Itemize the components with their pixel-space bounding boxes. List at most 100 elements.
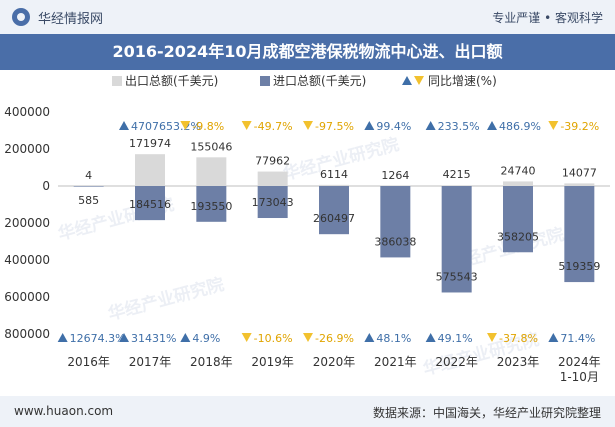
x-tick-label: 1-10月 bbox=[560, 370, 599, 384]
footer-url[interactable]: www.huaon.com bbox=[14, 404, 114, 418]
export-growth-up-icon bbox=[364, 121, 375, 130]
legend-export-label: 出口总额(千美元) bbox=[125, 74, 218, 88]
import-growth-up-icon bbox=[548, 333, 559, 342]
export-growth-down-icon bbox=[303, 121, 313, 130]
chart-title: 2016-2024年10月成都空港保税物流中心进、出口额 bbox=[0, 34, 615, 70]
export-growth-down-icon bbox=[548, 121, 559, 130]
y-tick-label: 600000 bbox=[4, 290, 50, 304]
export-growth-label: -39.2% bbox=[560, 120, 599, 133]
import-data-label: 585 bbox=[78, 194, 99, 207]
export-data-label: 4215 bbox=[443, 168, 471, 181]
import-growth-label: -37.8% bbox=[499, 332, 538, 345]
legend-export-swatch bbox=[112, 76, 122, 86]
import-growth-down-icon bbox=[487, 333, 497, 342]
import-data-label: 519359 bbox=[558, 260, 600, 273]
export-growth-label: 233.5% bbox=[438, 120, 480, 133]
watermark-3: 华经产业研究院 bbox=[106, 274, 226, 325]
export-growth-down-icon bbox=[241, 121, 252, 130]
export-bar bbox=[196, 157, 227, 186]
y-tick-label: 400000 bbox=[4, 105, 50, 119]
export-data-label: 14077 bbox=[562, 166, 597, 179]
import-bar bbox=[503, 186, 533, 253]
export-growth-down-icon bbox=[180, 121, 191, 130]
x-tick-label: 2022年 bbox=[435, 355, 478, 369]
export-growth-label: 4707653.2% bbox=[131, 120, 201, 133]
export-growth-label: 99.4% bbox=[376, 120, 411, 133]
export-data-label: 155046 bbox=[190, 140, 232, 153]
import-data-label: 575543 bbox=[436, 270, 478, 283]
import-data-label: 260497 bbox=[313, 212, 355, 225]
import-growth-label: -10.6% bbox=[254, 332, 293, 345]
x-tick-label: 2019年 bbox=[251, 355, 294, 369]
export-data-label: 4 bbox=[85, 169, 92, 182]
import-bar bbox=[135, 186, 165, 221]
export-bar bbox=[319, 184, 349, 186]
x-tick-label: 2024年 bbox=[558, 355, 601, 369]
legend-growth-label: 同比增速(%) bbox=[428, 74, 497, 88]
export-growth-label: -49.7% bbox=[254, 120, 293, 133]
legend-import-swatch bbox=[260, 76, 270, 86]
import-growth-label: 4.9% bbox=[192, 332, 220, 345]
import-growth-label: 49.1% bbox=[438, 332, 473, 345]
import-bar bbox=[73, 186, 104, 187]
import-growth-label: 12674.3% bbox=[70, 332, 126, 345]
import-data-label: 173043 bbox=[252, 196, 294, 209]
import-growth-label: -26.9% bbox=[315, 332, 354, 345]
x-tick-label: 2017年 bbox=[129, 355, 172, 369]
y-tick-label: 400000 bbox=[4, 253, 50, 267]
import-data-label: 184516 bbox=[129, 198, 171, 211]
y-tick-label: 200000 bbox=[4, 216, 50, 230]
export-bar bbox=[135, 154, 165, 186]
logo-icon bbox=[12, 8, 30, 26]
import-growth-label: 71.4% bbox=[560, 332, 595, 345]
import-growth-up-icon bbox=[180, 333, 191, 342]
legend-down-triangle-icon bbox=[414, 76, 424, 85]
import-growth-down-icon bbox=[241, 333, 252, 342]
import-bar bbox=[380, 186, 411, 258]
y-tick-label: 0 bbox=[42, 179, 50, 193]
export-bar bbox=[441, 185, 472, 186]
y-tick-label: 800000 bbox=[4, 327, 50, 341]
import-growth-label: 48.1% bbox=[376, 332, 411, 345]
x-tick-label: 2018年 bbox=[190, 355, 233, 369]
export-bar bbox=[503, 181, 533, 186]
export-data-label: 1264 bbox=[381, 169, 409, 182]
x-tick-label: 2023年 bbox=[497, 355, 540, 369]
export-data-label: 171974 bbox=[129, 137, 171, 150]
export-data-label: 24740 bbox=[501, 164, 536, 177]
top-bar: 华经情报网 专业严谨 • 客观科学 bbox=[0, 0, 615, 34]
data-source: 数据来源：中国海关，华经产业研究院整理 bbox=[372, 406, 601, 420]
logo-text: 华经情报网 bbox=[38, 12, 104, 27]
export-growth-up-icon bbox=[487, 121, 497, 130]
footer-bar: www.huaon.com 数据来源：中国海关，华经产业研究院整理 bbox=[0, 396, 615, 427]
y-tick-label: 200000 bbox=[4, 142, 50, 156]
import-bar bbox=[441, 186, 472, 293]
import-bar bbox=[319, 186, 349, 235]
import-growth-up-icon bbox=[364, 333, 375, 342]
slogan: 专业严谨 • 客观科学 bbox=[492, 11, 603, 25]
import-growth-down-icon bbox=[303, 333, 313, 342]
export-data-label: 6114 bbox=[320, 168, 348, 181]
export-data-label: 77962 bbox=[255, 155, 290, 168]
x-tick-label: 2021年 bbox=[374, 355, 417, 369]
export-bar bbox=[564, 183, 595, 186]
import-bar bbox=[196, 186, 227, 222]
import-data-label: 386038 bbox=[374, 235, 416, 248]
export-growth-label: -9.8% bbox=[192, 120, 224, 133]
export-growth-up-icon bbox=[119, 121, 129, 130]
export-growth-up-icon bbox=[425, 121, 436, 130]
legend-import-label: 进口总额(千美元) bbox=[273, 74, 366, 88]
import-growth-up-icon bbox=[57, 333, 68, 342]
x-tick-label: 2016年 bbox=[67, 355, 110, 369]
import-data-label: 193550 bbox=[190, 200, 232, 213]
import-growth-label: 31431% bbox=[131, 332, 176, 345]
legend-up-triangle-icon bbox=[402, 76, 412, 85]
x-tick-label: 2020年 bbox=[313, 355, 356, 369]
import-bar bbox=[564, 186, 595, 283]
import-growth-up-icon bbox=[425, 333, 436, 342]
export-growth-label: 486.9% bbox=[499, 120, 541, 133]
import-data-label: 358205 bbox=[497, 230, 539, 243]
chart-area: 华经产业研究院华经产业研究院华经产业研究院华经产业研究院华经产业研究院出口总额(… bbox=[4, 74, 610, 384]
import-growth-up-icon bbox=[119, 333, 129, 342]
import-bar bbox=[257, 186, 288, 219]
